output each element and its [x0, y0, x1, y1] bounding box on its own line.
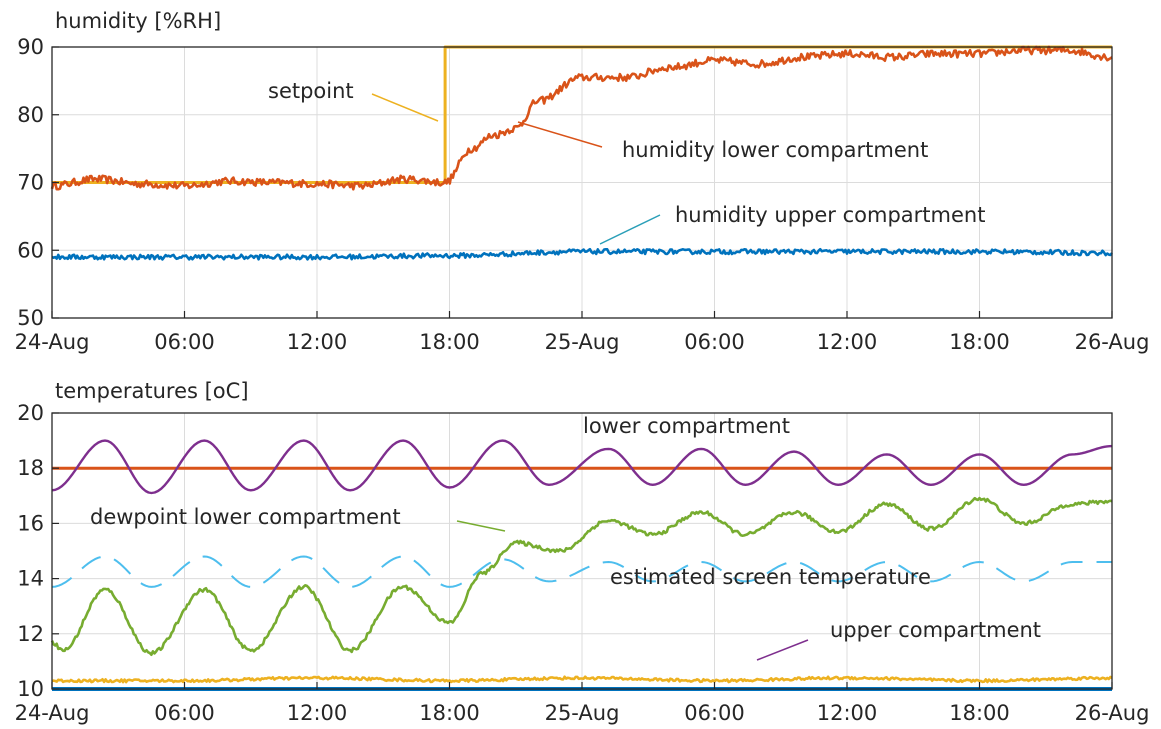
y-tick-label: 50: [17, 306, 44, 330]
humidity-y-ticks: 50 60 70 80 90: [17, 35, 59, 330]
x-tick-label: 18:00: [949, 701, 1010, 725]
y-tick-label: 12: [17, 622, 44, 646]
x-tick-label: 25-Aug: [545, 701, 620, 725]
series-dewpoint-lower-compartment: [50, 496, 1113, 656]
series-humidity-lower-compartment: [50, 45, 1113, 191]
y-tick-label: 20: [17, 401, 44, 425]
humidity-upper-annotation: humidity upper compartment: [675, 203, 985, 227]
humidity-lower-annotation: humidity lower compartment: [622, 138, 928, 162]
y-tick-label: 16: [17, 511, 44, 535]
humidity-lower-annotation-leader: [517, 121, 603, 148]
screen-temperature-annotation: estimated screen temperature: [610, 565, 931, 589]
x-tick-label: 06:00: [684, 330, 745, 354]
series-line-2: [51, 439, 1113, 495]
upper-compartment-annotation: upper compartment: [830, 618, 1041, 642]
series-line-5: [51, 675, 1113, 684]
y-tick-label: 70: [17, 171, 44, 195]
y-tick-label: 18: [17, 456, 44, 480]
x-tick-label: 12:00: [817, 701, 878, 725]
humidity-title: humidity [%RH]: [55, 9, 221, 33]
x-tick-label: 26-Aug: [1075, 701, 1150, 725]
x-tick-label: 26-Aug: [1075, 330, 1150, 354]
upper-compartment-annotation-leader: [756, 639, 809, 661]
temperatures-x-ticks: 24-Aug 06:00 12:00 18:00 25-Aug 06:00 12:00 18:…: [15, 682, 1150, 725]
y-tick-label: 14: [17, 567, 44, 591]
x-tick-label: 12:00: [287, 701, 348, 725]
x-tick-label: 06:00: [154, 701, 215, 725]
y-tick-label: 60: [17, 238, 44, 262]
setpoint-annotation-leader: [371, 93, 439, 122]
x-tick-label: 24-Aug: [15, 701, 90, 725]
x-tick-label: 18:00: [419, 330, 480, 354]
humidity-upper-annotation-leader: [599, 214, 661, 245]
x-tick-label: 18:00: [949, 330, 1010, 354]
temperatures-y-ticks: 10 12 14 16 18 20: [17, 401, 59, 701]
x-tick-label: 12:00: [287, 330, 348, 354]
dewpoint-annotation: dewpoint lower compartment: [90, 505, 401, 529]
humidity-x-ticks: 24-Aug 06:00 12:00 18:00 25-Aug 06:00 12:00 18:…: [15, 311, 1150, 354]
temperatures-panel: 10 12 14 16 18 20 24-Aug 06:00 12:00 18:00 25-Aug…: [15, 379, 1150, 725]
x-tick-label: 25-Aug: [545, 330, 620, 354]
humidity-panel: 50 60 70 80 90 24-Aug 06:00 12:00 18:00 25-Aug 06…: [15, 9, 1150, 354]
x-tick-label: 24-Aug: [15, 330, 90, 354]
series-estimated-screen-temperature: [51, 555, 1112, 588]
series-humidity-upper-compartment: [51, 247, 1114, 261]
setpoint-annotation: setpoint: [268, 79, 354, 103]
y-tick-label: 10: [17, 677, 44, 701]
x-tick-label: 06:00: [684, 701, 745, 725]
dewpoint-annotation-leader: [456, 520, 506, 532]
x-tick-label: 18:00: [419, 701, 480, 725]
y-tick-label: 80: [17, 103, 44, 127]
temperatures-title: temperatures [oC]: [55, 379, 249, 403]
x-tick-label: 06:00: [154, 330, 215, 354]
y-tick-label: 90: [17, 35, 44, 59]
x-tick-label: 12:00: [817, 330, 878, 354]
lower-compartment-annotation: lower compartment: [583, 414, 790, 438]
